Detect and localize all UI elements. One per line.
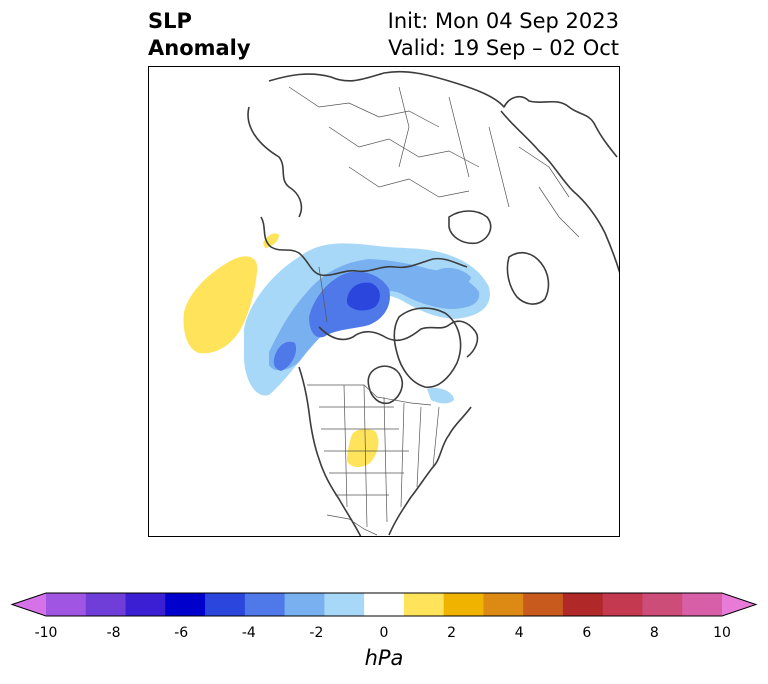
colorbar-extend-low — [12, 593, 46, 616]
negative-anomaly-core — [347, 282, 380, 311]
colorbar-tick-label: 10 — [713, 625, 731, 641]
political-borders — [288, 86, 580, 536]
alaska-coastline — [260, 216, 468, 277]
colorbar-tick-label: 4 — [514, 625, 524, 641]
colorbar-segment — [284, 593, 325, 616]
mexico-border — [326, 514, 378, 536]
colorbar-segment — [324, 593, 365, 616]
map-title: SLP Anomaly — [148, 8, 251, 62]
colorbar-segment — [46, 593, 87, 616]
scandinavia-coastline — [506, 251, 550, 305]
colorbar-segment — [483, 593, 524, 616]
colorbar-segment — [562, 593, 604, 616]
colorbar-segment — [523, 593, 564, 616]
colorbar-segment — [642, 593, 683, 616]
forecast-dates: Init: Mon 04 Sep 2023 Valid: 19 Sep – 02… — [388, 8, 619, 62]
colorbar-tick-label: -4 — [241, 625, 256, 641]
europe-coastline — [500, 110, 619, 274]
colorbar-segment — [443, 593, 484, 616]
negative-anomaly-light-east — [427, 387, 454, 404]
greenland-coastline — [393, 307, 462, 388]
init-date: Init: Mon 04 Sep 2023 — [387, 9, 619, 33]
colorbar-segment — [85, 593, 127, 616]
colorbar-unit-label: hPa — [364, 646, 404, 670]
canada-arctic-coastline — [318, 320, 479, 358]
anomaly-shading — [183, 233, 490, 468]
colorbar-tick-label: 6 — [582, 625, 592, 641]
colorbar-segment — [205, 593, 246, 616]
colorbar-tick-label: 0 — [379, 625, 389, 641]
colorbar-segment — [403, 593, 445, 616]
hudson-bay-coastline — [367, 365, 404, 405]
colorbar-segment — [165, 593, 206, 616]
map-panel — [148, 66, 620, 537]
kamchatka-coastline — [247, 106, 303, 218]
colorbar-tick-label: -8 — [106, 625, 121, 641]
asia-coastline — [268, 70, 618, 158]
pacific-northwest-coastline — [298, 366, 362, 536]
alaska-yukon-border — [318, 266, 328, 323]
colorbar-segment — [125, 593, 166, 616]
arctic-islands-coastline — [448, 210, 492, 245]
positive-anomaly-alaska-small — [263, 233, 279, 248]
colorbar-tick-label: -6 — [174, 625, 189, 641]
positive-anomaly-northeast-pacific — [183, 256, 258, 354]
colorbar-segment — [244, 593, 286, 616]
valid-range: Valid: 19 Sep – 02 Oct — [388, 36, 619, 60]
colorbar-outline — [10, 592, 758, 617]
colorbar-tick-label: 2 — [447, 625, 457, 641]
us-canada-border — [307, 384, 432, 406]
colorbar-tick-label: -2 — [309, 625, 324, 641]
colorbar-tick-label: -10 — [34, 625, 58, 641]
map-canvas — [183, 70, 619, 536]
asia-internal-borders — [288, 86, 580, 238]
east-coast-coastline — [388, 406, 472, 536]
positive-anomaly-midwest — [347, 429, 379, 468]
colorbar — [10, 592, 758, 617]
colorbar-segment — [602, 593, 643, 616]
title-line-1: SLP — [148, 9, 192, 33]
negative-anomaly-strong-northeast — [434, 267, 471, 287]
colorbar-segment — [364, 593, 405, 616]
us-state-borders — [319, 384, 440, 528]
colorbar-segment — [682, 593, 723, 616]
negative-anomaly-strong-west — [273, 341, 297, 371]
title-line-2: Anomaly — [148, 36, 251, 60]
colorbar-extend-high — [722, 593, 756, 616]
colorbar-tick-label: 8 — [649, 625, 659, 641]
